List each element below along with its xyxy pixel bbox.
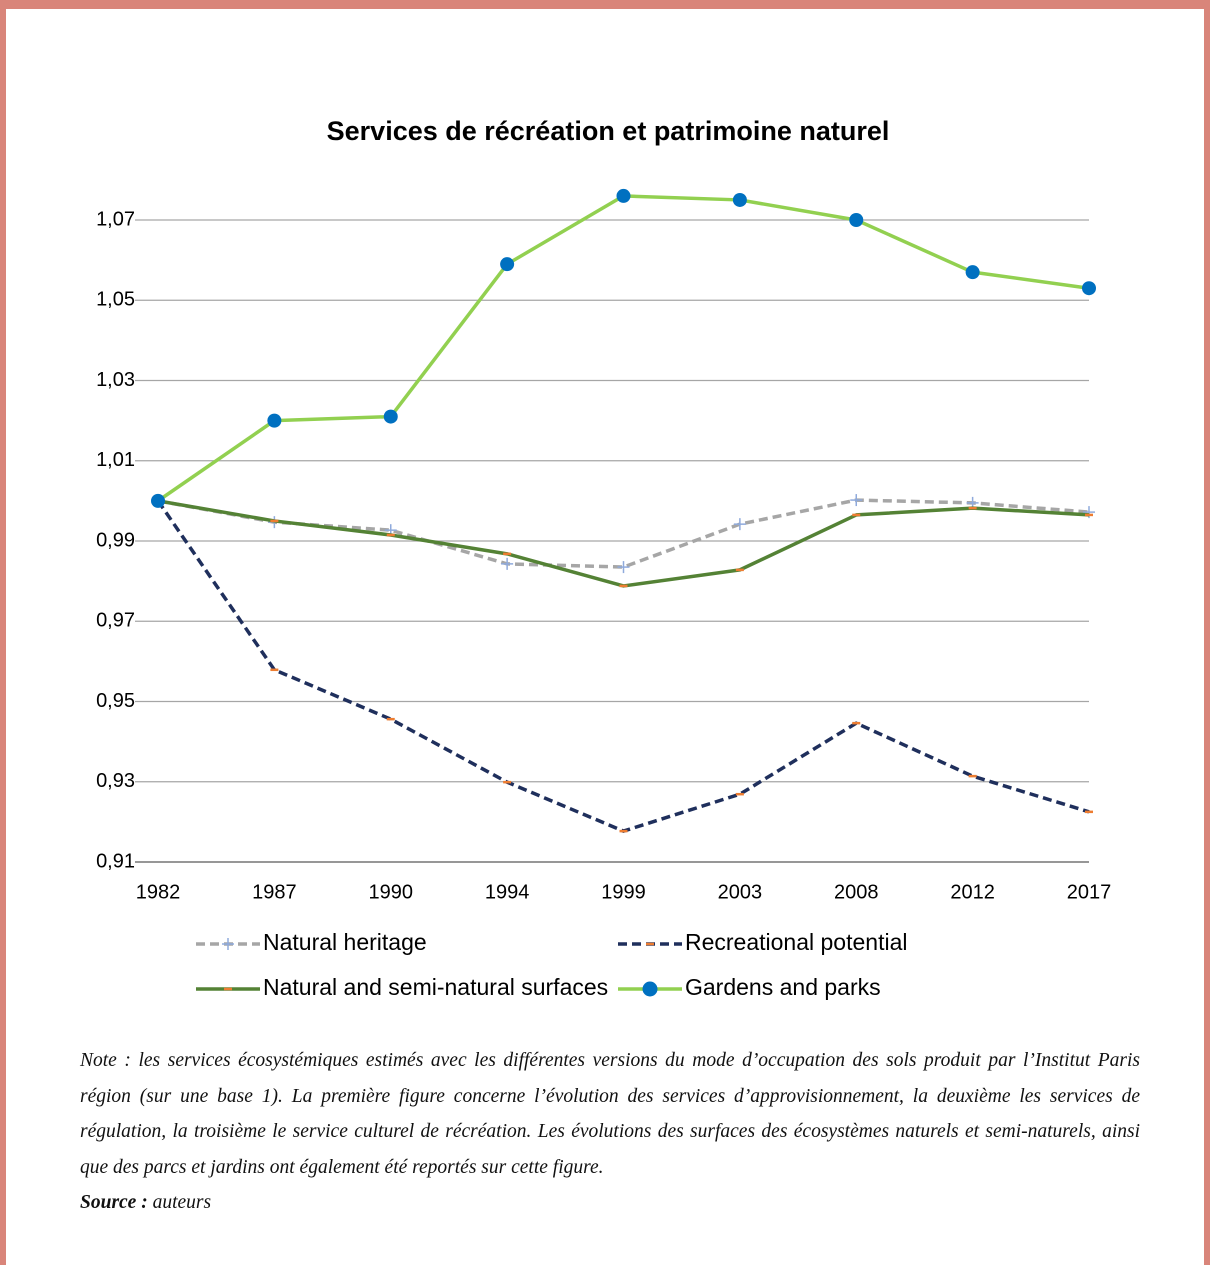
series-line xyxy=(157,499,1090,588)
marker xyxy=(501,557,514,570)
source-label: Source : xyxy=(80,1192,148,1213)
y-tick-label: 1,07 xyxy=(96,208,135,230)
legend-marker xyxy=(642,981,658,997)
y-tick-label: 1,05 xyxy=(96,289,135,311)
marker-dot xyxy=(1082,281,1096,296)
marker-dot xyxy=(965,265,980,280)
y-tick-label: 1,03 xyxy=(96,369,135,391)
x-tick-label: 1987 xyxy=(252,881,297,903)
marker-dot xyxy=(383,409,398,424)
marker xyxy=(965,265,980,280)
marker xyxy=(616,188,631,203)
y-tick-label: 0,97 xyxy=(96,610,135,632)
x-tick-label: 2017 xyxy=(1067,881,1112,903)
x-tick-label: 1990 xyxy=(369,881,414,903)
legend-label: Natural and semi-natural surfaces xyxy=(263,974,608,1000)
source-text: auteurs xyxy=(152,1192,212,1213)
source: Source : auteurs xyxy=(80,1185,1140,1221)
x-tick-label: 2008 xyxy=(834,881,879,903)
y-tick-label: 0,95 xyxy=(96,690,135,712)
marker xyxy=(1082,281,1096,296)
chart-title: Services de récréation et patrimoine nat… xyxy=(327,116,890,146)
chart: Services de récréation et patrimoine nat… xyxy=(96,116,1112,1000)
marker xyxy=(850,494,863,507)
marker xyxy=(151,493,165,508)
series-line xyxy=(157,194,1090,503)
marker-dot xyxy=(500,257,515,272)
marker-dot xyxy=(151,493,165,508)
y-tick-label: 0,91 xyxy=(96,850,135,872)
marker-dot xyxy=(849,213,864,227)
legend-dot xyxy=(642,981,658,997)
marker xyxy=(849,213,864,227)
legend-item: Recreational potential xyxy=(618,929,907,955)
marker xyxy=(732,192,747,207)
marker xyxy=(383,409,398,424)
x-tick-label: 2012 xyxy=(950,881,995,903)
y-tick-label: 1,01 xyxy=(96,449,135,471)
legend-label: Recreational potential xyxy=(685,929,907,955)
legend-item: Gardens and parks xyxy=(618,974,881,1000)
marker-dot xyxy=(616,188,631,203)
y-tick-label: 0,99 xyxy=(96,529,135,551)
legend-item: Natural heritage xyxy=(196,929,427,955)
note: Note : les services écosystémiques estim… xyxy=(80,1043,1140,1221)
marker xyxy=(617,561,630,574)
x-tick-label: 1994 xyxy=(485,881,530,903)
legend-marker xyxy=(222,938,234,950)
marker-dot xyxy=(732,192,747,207)
marker xyxy=(733,518,746,531)
note-text: Note : les services écosystémiques estim… xyxy=(80,1050,1140,1178)
marker xyxy=(267,413,282,428)
x-tick-label: 2003 xyxy=(718,881,763,903)
marker-dot xyxy=(267,413,282,428)
marker xyxy=(500,257,515,272)
legend-label: Gardens and parks xyxy=(685,974,881,1000)
x-tick-label: 1999 xyxy=(601,881,646,903)
y-tick-label: 0,93 xyxy=(96,770,135,792)
legend-item: Natural and semi-natural surfaces xyxy=(196,974,608,1000)
legend-label: Natural heritage xyxy=(263,929,427,955)
x-tick-label: 1982 xyxy=(136,881,181,903)
